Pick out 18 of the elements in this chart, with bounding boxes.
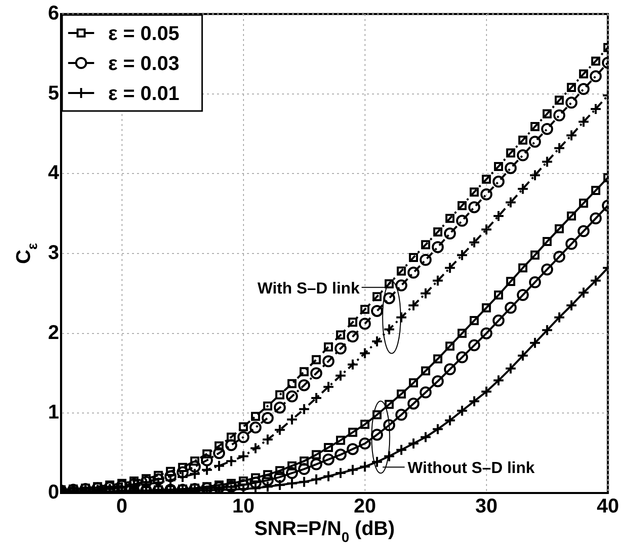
y-tick-label: 4: [48, 162, 60, 184]
y-tick-label: 6: [48, 2, 60, 25]
x-tick-label: 30: [475, 496, 498, 518]
legend-label: ε = 0.05: [108, 23, 180, 45]
y-axis-title: Cε: [13, 242, 40, 264]
y-tick-label: 0: [48, 482, 60, 504]
legend-label: ε = 0.03: [108, 53, 180, 75]
x-tick-label: 20: [354, 496, 376, 518]
x-tick-label: 10: [232, 496, 254, 518]
annotation: Without S–D link: [408, 460, 535, 478]
annotation: With S–D link: [258, 280, 360, 298]
x-tick-label: 40: [596, 496, 619, 518]
x-tick-label: 0: [116, 496, 128, 518]
y-tick-label: 2: [48, 322, 60, 344]
y-tick-label: 5: [48, 82, 60, 104]
y-tick-label: 1: [48, 402, 60, 424]
y-tick-label: 3: [48, 242, 60, 264]
legend-label: ε = 0.01: [108, 83, 180, 105]
